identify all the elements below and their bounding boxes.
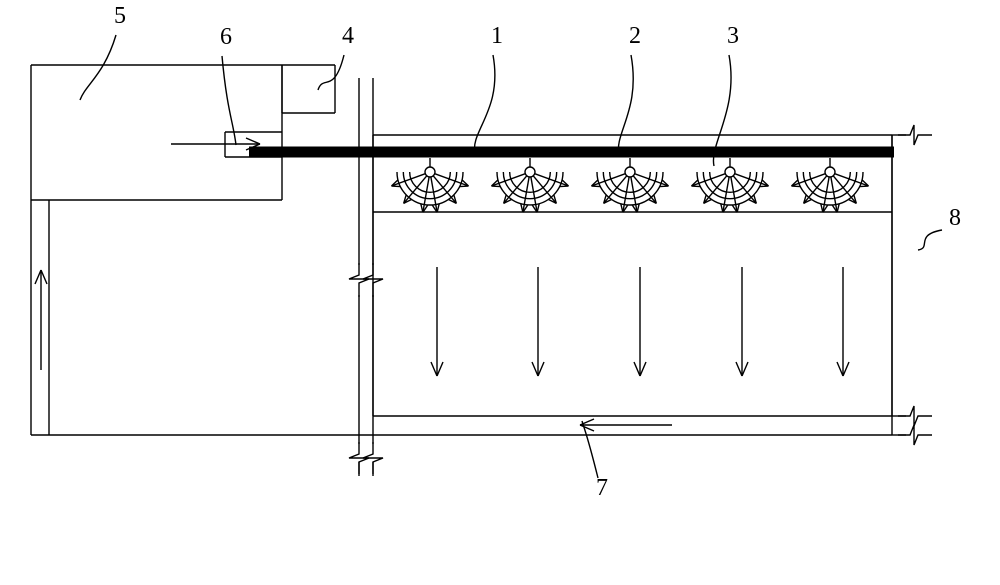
label-2: 2 [629,23,641,49]
label-8: 8 [949,205,961,231]
label-7: 7 [596,475,608,501]
label-5: 5 [114,3,126,29]
label-4: 4 [342,23,354,49]
label-6: 6 [220,24,232,50]
technical-diagram: 1 2 3 4 5 6 7 8 [0,0,1000,585]
label-1: 1 [491,23,503,49]
label-3: 3 [727,23,739,49]
